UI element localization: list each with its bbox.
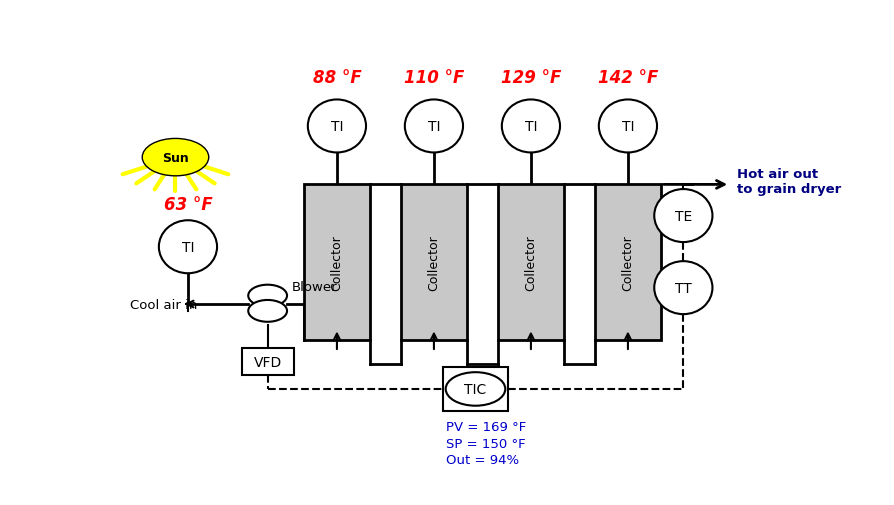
Text: Collector: Collector — [331, 235, 343, 290]
Bar — [595, 185, 661, 340]
Text: Blower: Blower — [291, 281, 338, 294]
Text: Sun: Sun — [162, 152, 189, 164]
Circle shape — [249, 300, 287, 322]
Text: 88 °F: 88 °F — [313, 69, 361, 87]
Ellipse shape — [405, 100, 463, 153]
Text: TE: TE — [675, 209, 692, 223]
Ellipse shape — [308, 100, 366, 153]
Circle shape — [249, 285, 287, 307]
Bar — [443, 367, 509, 412]
Text: Cool air in: Cool air in — [131, 298, 198, 311]
Ellipse shape — [654, 262, 713, 315]
Text: Collector: Collector — [525, 235, 537, 290]
Text: 142 °F: 142 °F — [598, 69, 658, 87]
Ellipse shape — [654, 190, 713, 242]
Bar — [498, 185, 564, 340]
Bar — [401, 185, 467, 340]
Circle shape — [142, 139, 209, 176]
Circle shape — [446, 373, 505, 406]
Text: TI: TI — [427, 120, 440, 134]
Text: Out = 94%: Out = 94% — [446, 453, 519, 466]
Text: TI: TI — [525, 120, 537, 134]
Text: Hot air out
to grain dryer: Hot air out to grain dryer — [737, 167, 841, 195]
Text: TI: TI — [181, 240, 194, 254]
Text: PV = 169 °F: PV = 169 °F — [446, 421, 527, 434]
Bar — [304, 185, 370, 340]
Text: Collector: Collector — [621, 235, 635, 290]
Text: TI: TI — [621, 120, 634, 134]
Ellipse shape — [599, 100, 657, 153]
Ellipse shape — [159, 221, 217, 274]
Text: 110 °F: 110 °F — [404, 69, 464, 87]
Text: 63 °F: 63 °F — [164, 195, 213, 214]
Text: SP = 150 °F: SP = 150 °F — [446, 437, 526, 450]
Ellipse shape — [502, 100, 560, 153]
Bar — [241, 348, 293, 376]
Text: TI: TI — [331, 120, 343, 134]
Text: VFD: VFD — [254, 355, 282, 369]
Text: Collector: Collector — [427, 235, 441, 290]
Text: 129 °F: 129 °F — [501, 69, 561, 87]
Text: TIC: TIC — [464, 382, 486, 396]
Text: TT: TT — [675, 281, 692, 295]
